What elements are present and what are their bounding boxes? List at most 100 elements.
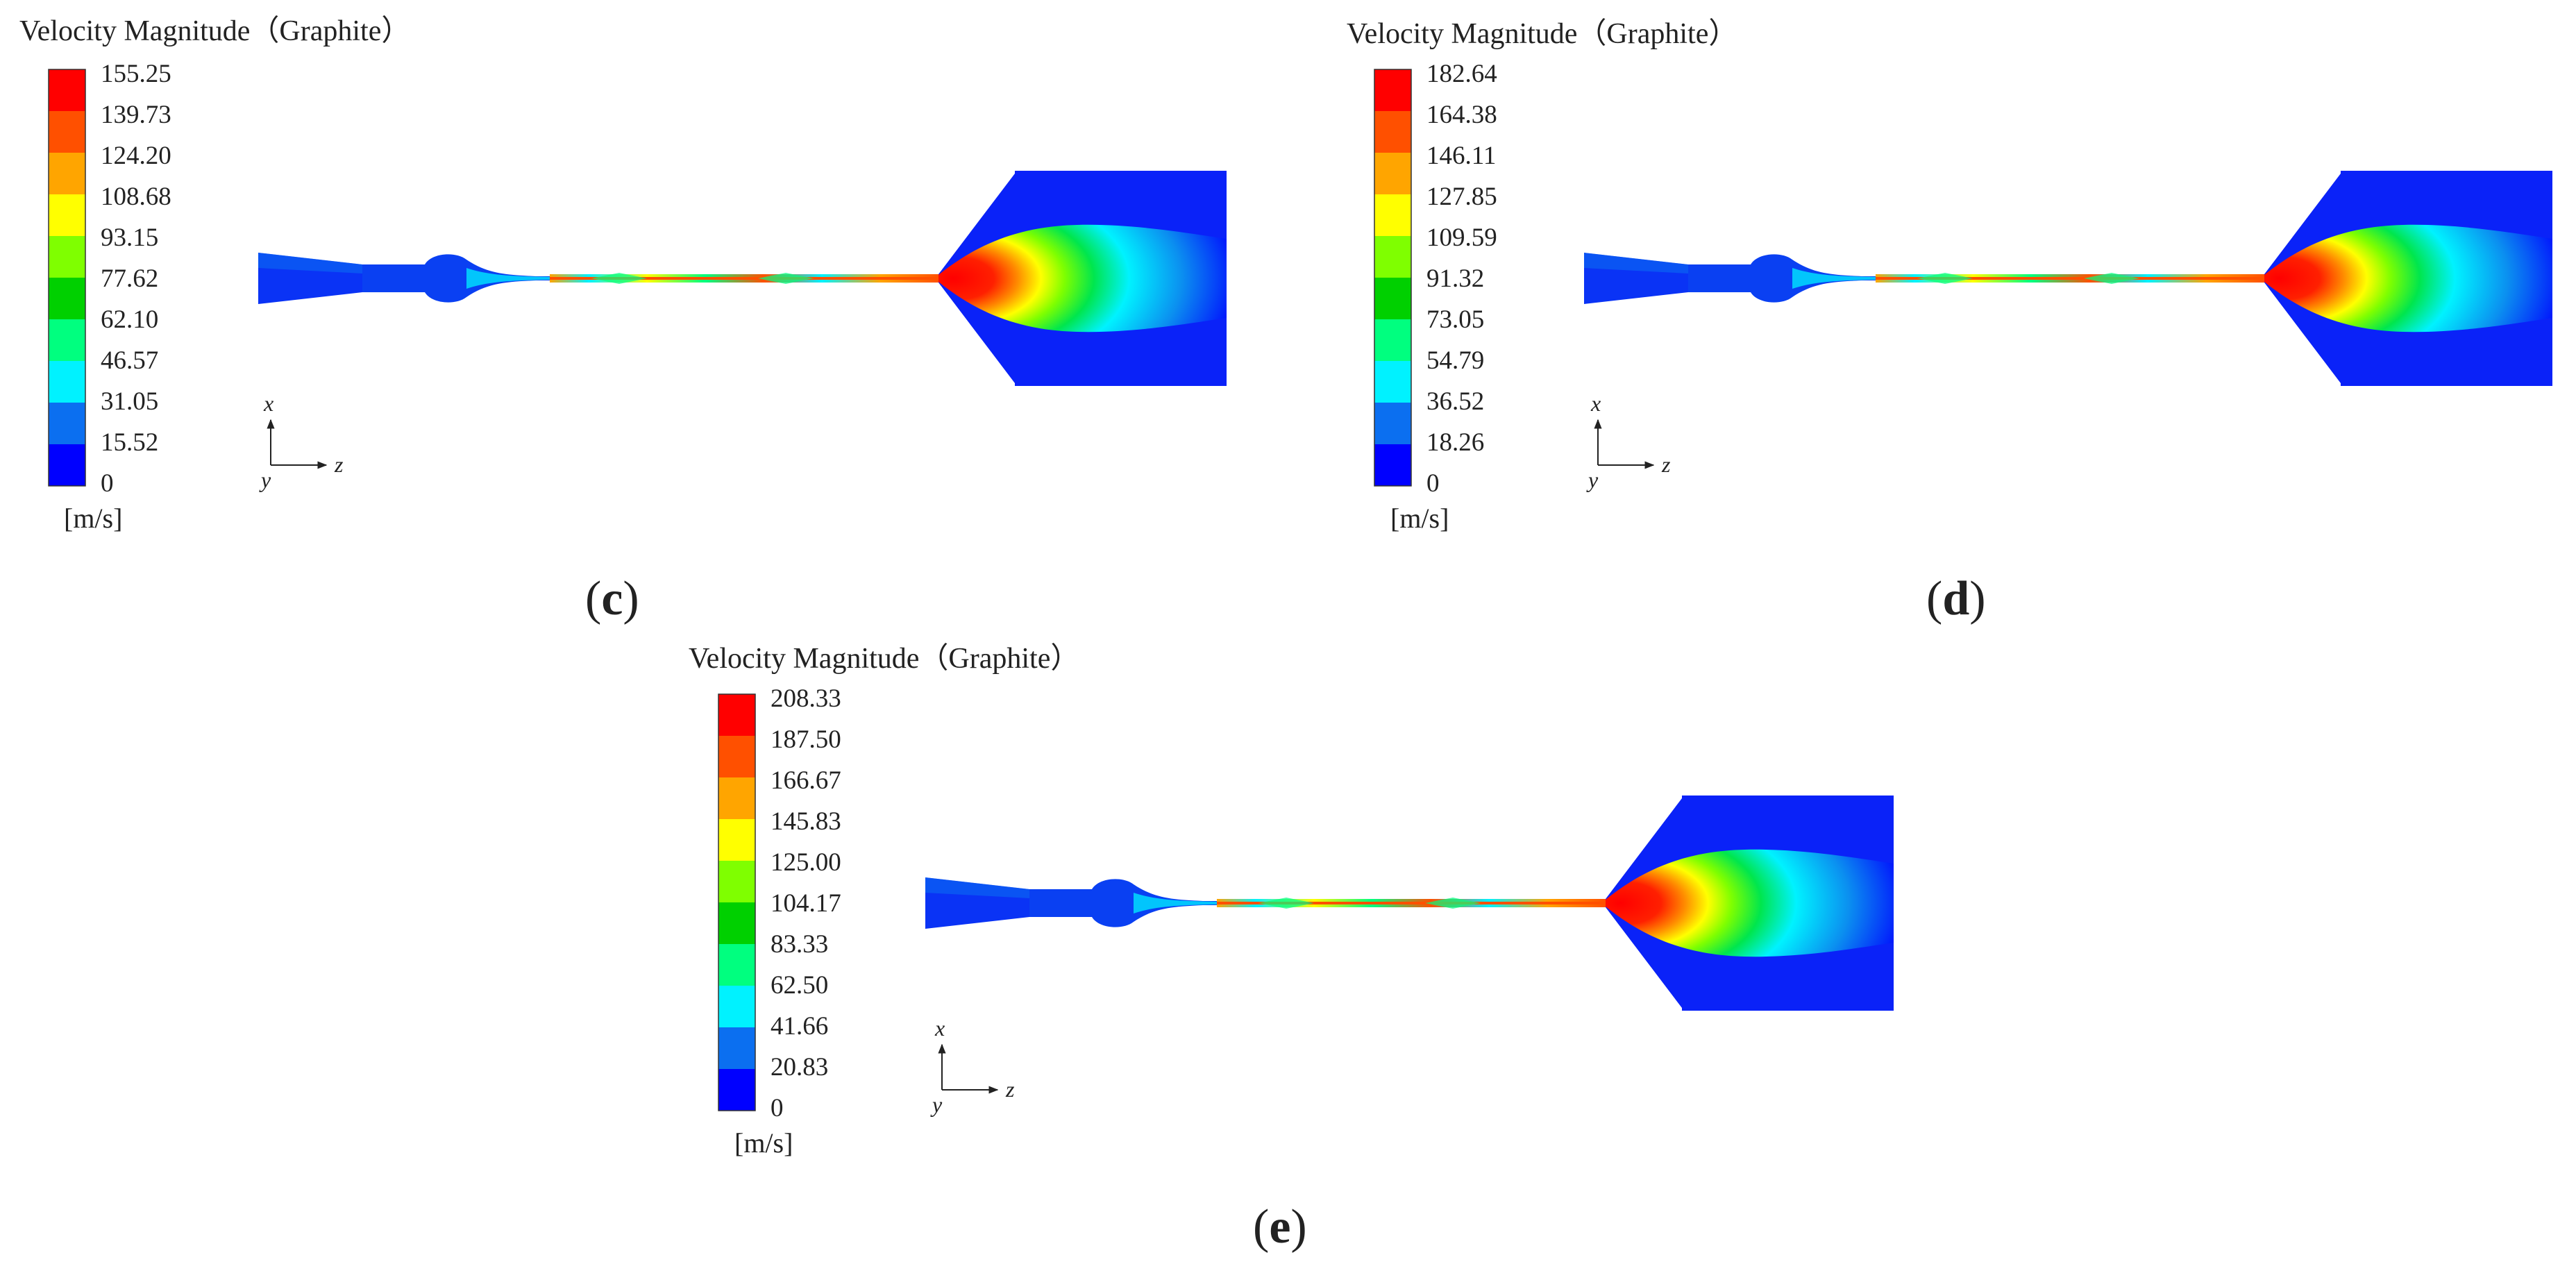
color-scale-tick-label: 77.62 [101,264,158,293]
shock-cell [591,273,647,284]
shock-cell [1917,273,1973,284]
color-scale-bar [1374,69,1412,487]
color-scale-tick-label: 182.64 [1426,60,1497,88]
color-band [49,278,85,320]
color-band [718,944,755,986]
color-scale-tick-label: 0 [1426,469,1440,498]
inlet-highlight [1584,253,1688,273]
color-band [1374,236,1411,278]
axis-label-vertical: x [934,1016,945,1041]
color-scale-tick-label: 73.05 [1426,305,1484,334]
color-band [1374,361,1411,403]
axis-label-out-of-plane: y [1586,467,1599,492]
color-band [718,777,755,820]
color-band [1374,278,1411,320]
color-band [718,986,755,1028]
color-band [49,236,85,278]
color-scale-tick-label: 108.68 [101,183,171,211]
color-band [718,861,755,903]
panel-d: Velocity Magnitude（Graphite） 0 18.26 36.52… [1347,18,2552,625]
color-bar-frame [718,693,756,1111]
color-scale-tick-label: 139.73 [101,101,171,129]
color-band [718,1027,755,1070]
axis-label-horizontal: z [1661,452,1671,477]
inlet-highlight [925,877,1029,898]
panel-e: Velocity Magnitude（Graphite） 0 20.83 41.66… [689,643,1894,1254]
coordinate-triad: x z y [259,391,344,492]
color-scale-tick-label: 15.52 [101,428,158,457]
color-band [718,902,755,945]
color-band [49,69,85,112]
jet-plume [938,224,1227,333]
axis-label-horizontal: z [1005,1077,1015,1102]
color-band [718,736,755,778]
panel-label: (c) [585,572,639,625]
color-scale-tick-label: 124.20 [101,142,171,170]
color-band [1374,69,1411,112]
chamber-core-flow [1792,268,1876,289]
color-bar-frame [48,69,86,487]
color-band [49,194,85,237]
velocity-contour-domain [258,171,1227,386]
color-band [1374,194,1411,237]
color-band [718,694,755,736]
color-scale-tick-label: 155.25 [101,60,171,88]
shock-cell [1258,898,1314,909]
color-scale-tick-label: 104.17 [771,889,841,918]
shock-cell [758,273,814,284]
color-scale-tick-label: 125.00 [771,848,841,877]
color-scale-ticks: 0 15.52 31.05 46.57 62.10 77.62 93.15 108.68 124… [101,60,171,498]
color-band [1374,444,1411,487]
color-scale-tick-label: 31.05 [101,387,158,416]
color-scale-tick-label: 0 [771,1094,784,1122]
color-scale-tick-label: 127.85 [1426,183,1497,211]
color-scale-tick-label: 164.38 [1426,101,1497,129]
color-scale-tick-label: 18.26 [1426,428,1484,457]
color-band [1374,111,1411,153]
throat-core [1217,902,1606,904]
color-band [49,319,85,362]
color-scale-bar [48,69,86,487]
coordinate-triad: x z y [930,1016,1015,1117]
color-scale-tick-label: 187.50 [771,725,841,754]
mixing-chamber [1688,254,1889,303]
color-band [718,1069,755,1111]
velocity-contour-domain [1584,171,2552,386]
color-scale-tick-label: 54.79 [1426,346,1484,375]
panel-label: (d) [1926,572,1986,625]
color-band [49,111,85,153]
legend-title: Velocity Magnitude（Graphite） [1347,18,1737,50]
color-band [49,403,85,445]
color-scale-tick-label: 20.83 [771,1053,828,1081]
coordinate-triad: x z y [1586,391,1671,492]
color-scale-tick-label: 83.33 [771,930,828,959]
jet-plume [2264,224,2552,333]
unit-label: [m/s] [1390,503,1449,534]
color-scale-tick-label: 91.32 [1426,264,1484,293]
color-band [1374,319,1411,362]
color-scale-tick-label: 208.33 [771,684,841,713]
panel-label: (e) [1253,1200,1307,1254]
axis-label-out-of-plane: y [930,1092,943,1117]
legend-title: Velocity Magnitude（Graphite） [689,643,1079,675]
color-scale-tick-label: 166.67 [771,766,841,795]
inlet-highlight [258,253,362,273]
panel-c: Velocity Magnitude（Graphite） 0 15.52 31.05… [19,15,1227,625]
unit-label: [m/s] [734,1127,793,1159]
color-scale-tick-label: 93.15 [101,224,158,252]
throat-core [1876,277,2264,280]
legend-title: Velocity Magnitude（Graphite） [19,15,410,47]
color-bar-frame [1374,69,1412,487]
color-scale-tick-label: 146.11 [1426,142,1496,170]
color-scale-tick-label: 145.83 [771,807,841,836]
chamber-core-flow [1134,893,1217,914]
jet-plume [1606,849,1894,957]
color-scale-ticks: 0 18.26 36.52 54.79 73.05 91.32 109.59 127.85 14… [1426,60,1497,498]
color-band [718,819,755,861]
chamber-core-flow [466,268,550,289]
color-scale-tick-label: 109.59 [1426,224,1497,252]
axis-label-vertical: x [1590,391,1601,416]
shock-cell [2084,273,2139,284]
color-scale-tick-label: 62.50 [771,971,828,1000]
